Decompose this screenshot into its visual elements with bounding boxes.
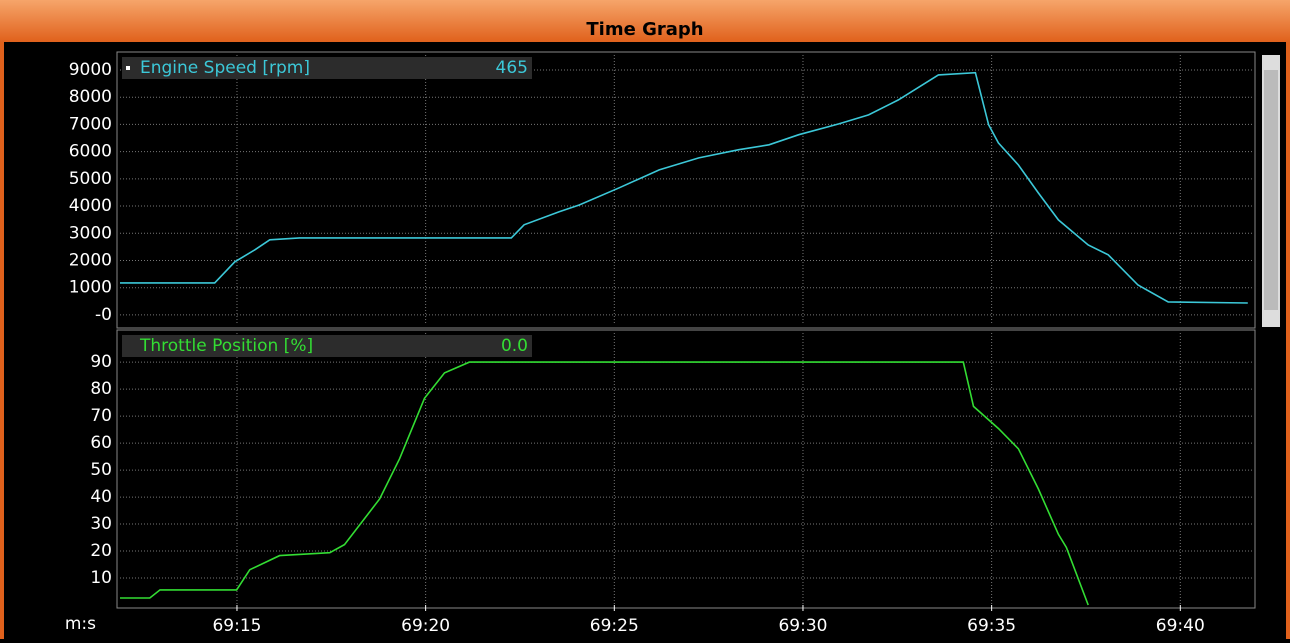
y-tick-label: 9000 xyxy=(69,60,112,80)
y-tick-label: 1000 xyxy=(69,278,112,298)
frame-left xyxy=(0,42,4,639)
legend-label: Engine Speed [rpm] xyxy=(140,58,310,78)
y-tick-label: 10 xyxy=(90,568,112,588)
window-title: Time Graph xyxy=(586,19,703,40)
title-bar xyxy=(0,0,1290,42)
x-axis-label: m:s xyxy=(65,614,96,634)
legend-value: 0.0 xyxy=(501,336,528,356)
y-tick-label: 7000 xyxy=(69,114,112,134)
y-tick-label: 2000 xyxy=(69,250,112,270)
y-tick-label: 5000 xyxy=(69,169,112,189)
x-tick-label: 69:40 xyxy=(1156,616,1205,636)
y-tick-label: 80 xyxy=(90,379,112,399)
x-tick-label: 69:30 xyxy=(778,616,827,636)
y-tick-label: 6000 xyxy=(69,142,112,162)
frame-right xyxy=(1286,42,1290,639)
series-line xyxy=(120,361,1089,606)
scrollbar-thumb[interactable] xyxy=(1264,70,1278,310)
legend-box xyxy=(122,57,532,79)
y-tick-label: -0 xyxy=(95,305,112,325)
plots: -0 1000 2000 3000 4000 5000 6000 7000 8000 9000 En… xyxy=(65,55,1252,636)
y-tick-label: 3000 xyxy=(69,223,112,243)
legend-label: Throttle Position [%] xyxy=(139,336,313,356)
x-tick-label: 69:20 xyxy=(401,616,450,636)
y-tick-label: 8000 xyxy=(69,87,112,107)
y-tick-label: 20 xyxy=(90,541,112,561)
y-tick-label: 60 xyxy=(90,433,112,453)
legend-value: 465 xyxy=(496,58,528,78)
x-tick-label: 69:25 xyxy=(590,616,639,636)
y-tick-label: 4000 xyxy=(69,196,112,216)
panel-border xyxy=(116,51,1256,329)
x-tick-label: 69:35 xyxy=(967,616,1016,636)
y-tick-label: 30 xyxy=(90,514,112,534)
legend-box xyxy=(122,335,532,357)
series-line xyxy=(120,71,1248,304)
x-tick-label: 69:15 xyxy=(212,616,261,636)
panel-border xyxy=(116,329,1256,609)
y-tick-label: 50 xyxy=(90,460,112,480)
y-tick-label: 90 xyxy=(90,352,112,372)
y-tick-label: 70 xyxy=(90,406,112,426)
legend-marker xyxy=(126,66,130,70)
y-tick-label: 40 xyxy=(90,487,112,507)
